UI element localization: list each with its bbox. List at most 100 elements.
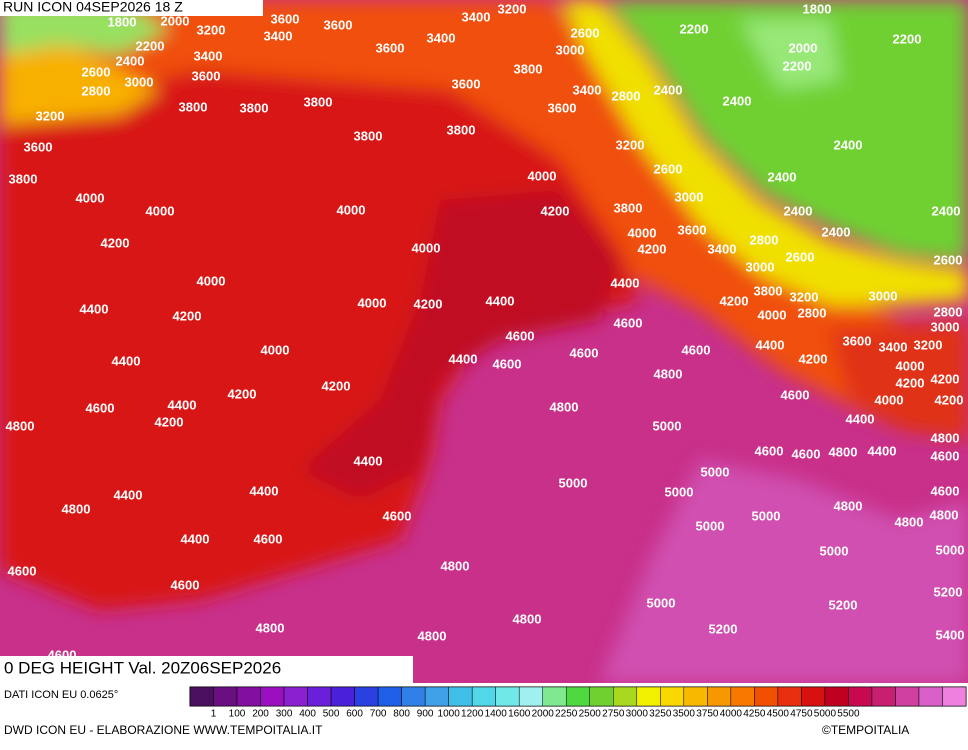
contour-label: 4800	[62, 501, 91, 516]
contour-label: 2600	[82, 64, 111, 79]
contour-label: 4000	[146, 203, 175, 218]
contour-label: 4200	[155, 414, 184, 429]
legend-swatch	[542, 686, 567, 707]
contour-label: 4400	[611, 275, 640, 290]
contour-label: 5000	[647, 595, 676, 610]
legend-swatch	[754, 686, 779, 707]
contour-label: 3800	[514, 61, 543, 76]
legend-swatch	[518, 686, 543, 707]
contour-label: 3400	[427, 30, 456, 45]
contour-label: 4200	[228, 386, 257, 401]
contour-label: 5000	[696, 518, 725, 533]
legend-swatch	[871, 686, 896, 707]
contour-label: 2800	[612, 88, 641, 103]
contour-label: 1800	[108, 14, 137, 29]
legend-swatch	[683, 686, 708, 707]
contour-label: 4800	[931, 430, 960, 445]
contour-label: 3400	[194, 48, 223, 63]
contour-label: 4600	[682, 342, 711, 357]
legend-tick-label: 3500	[673, 709, 696, 720]
legend-swatch	[495, 686, 520, 707]
legend-swatch	[189, 686, 214, 707]
legend-swatch	[565, 686, 591, 707]
contour-label: 3200	[197, 22, 226, 37]
contour-label: 4600	[614, 315, 643, 330]
contour-label: 5000	[665, 484, 694, 499]
contour-label: 3800	[9, 171, 38, 186]
contour-label: 4600	[931, 448, 960, 463]
contour-label: 2200	[680, 21, 709, 36]
legend-tick-label: 2750	[602, 709, 625, 720]
contour-label: 3000	[556, 42, 585, 57]
contour-label: 4200	[173, 308, 202, 323]
contour-label: 3800	[240, 100, 269, 115]
contour-label: 3800	[179, 99, 208, 114]
contour-label: 3000	[931, 319, 960, 334]
legend-swatch	[613, 686, 638, 707]
contour-label: 2000	[161, 13, 190, 28]
contour-label: 5000	[752, 508, 781, 523]
contour-label: 4400	[168, 397, 197, 412]
contour-label: 2800	[934, 304, 963, 319]
contour-label: 4000	[875, 392, 904, 407]
contour-label: 3600	[24, 139, 53, 154]
contour-label: 4400	[114, 487, 143, 502]
contour-label: 4800	[513, 611, 542, 626]
contour-label: 2800	[82, 83, 111, 98]
contour-label: 4400	[846, 411, 875, 426]
legend-swatch	[260, 686, 285, 707]
legend-tick-label: 600	[346, 709, 363, 720]
contour-label: 4000	[261, 342, 290, 357]
legend-tick-label: 900	[417, 709, 434, 720]
contour-label: 3200	[914, 337, 943, 352]
contour-label: 1800	[803, 1, 832, 16]
contour-label: 4400	[486, 293, 515, 308]
contour-label: 4200	[322, 378, 351, 393]
contour-label: 3600	[271, 11, 300, 26]
map-field: 1800 2000 3600 3400 3200 1800 3200 3400 3600 2200…	[0, 0, 968, 683]
contour-label: 4400	[112, 353, 141, 368]
contour-label: 3800	[447, 122, 476, 137]
legend-swatch	[354, 686, 379, 707]
legend-swatch	[707, 686, 732, 707]
contour-label: 3000	[869, 288, 898, 303]
legend-swatch	[636, 686, 661, 707]
legend-swatch	[424, 686, 449, 707]
map-title-box	[0, 656, 413, 683]
contour-label: 5000	[936, 542, 965, 557]
contour-label: 4800	[829, 444, 858, 459]
contour-label: 4200	[720, 293, 749, 308]
contour-label: 4200	[935, 392, 964, 407]
contour-label: 2400	[784, 203, 813, 218]
legend-swatch	[471, 686, 496, 707]
legend-swatch	[730, 686, 755, 707]
legend-tick-label: 800	[393, 709, 410, 720]
contour-label: 4400	[868, 443, 897, 458]
contour-label: 4400	[80, 301, 109, 316]
contour-label: 4400	[449, 351, 478, 366]
contour-label: 3600	[548, 100, 577, 115]
legend-tick-label: 700	[370, 709, 387, 720]
legend-tick-label: 1000	[438, 709, 461, 720]
contour-label: 4600	[8, 563, 37, 578]
source: DATI ICON EU 0.0625°	[4, 689, 118, 701]
contour-label: 4000	[528, 168, 557, 183]
contour-label: 3200	[616, 137, 645, 152]
contour-label: 4400	[181, 531, 210, 546]
contour-label: 4200	[638, 241, 667, 256]
legend-swatch	[213, 686, 238, 707]
contour-label: 3600	[376, 40, 405, 55]
contour-label: 3400	[708, 241, 737, 256]
contour-label: 2600	[786, 249, 815, 264]
legend-swatch	[848, 686, 873, 707]
contour-label: 4600	[506, 328, 535, 343]
contour-label: 4800	[418, 628, 447, 643]
contour-label: 2200	[893, 31, 922, 46]
legend-tick-label: 4250	[743, 709, 766, 720]
legend-tick-label: 400	[299, 709, 316, 720]
contour-label: 4200	[414, 296, 443, 311]
contour-label: 4200	[541, 203, 570, 218]
contour-label: 4800	[895, 514, 924, 529]
contour-label: 3800	[754, 283, 783, 298]
